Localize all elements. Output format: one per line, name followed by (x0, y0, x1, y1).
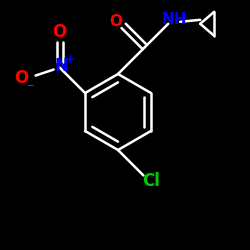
Text: Cl: Cl (142, 172, 160, 190)
Text: +: + (64, 53, 75, 66)
Text: ⁻: ⁻ (26, 80, 33, 94)
Text: O: O (109, 14, 122, 30)
Text: O: O (52, 22, 67, 40)
Text: N: N (55, 56, 68, 74)
Text: O: O (14, 68, 29, 86)
Text: NH: NH (162, 12, 187, 27)
